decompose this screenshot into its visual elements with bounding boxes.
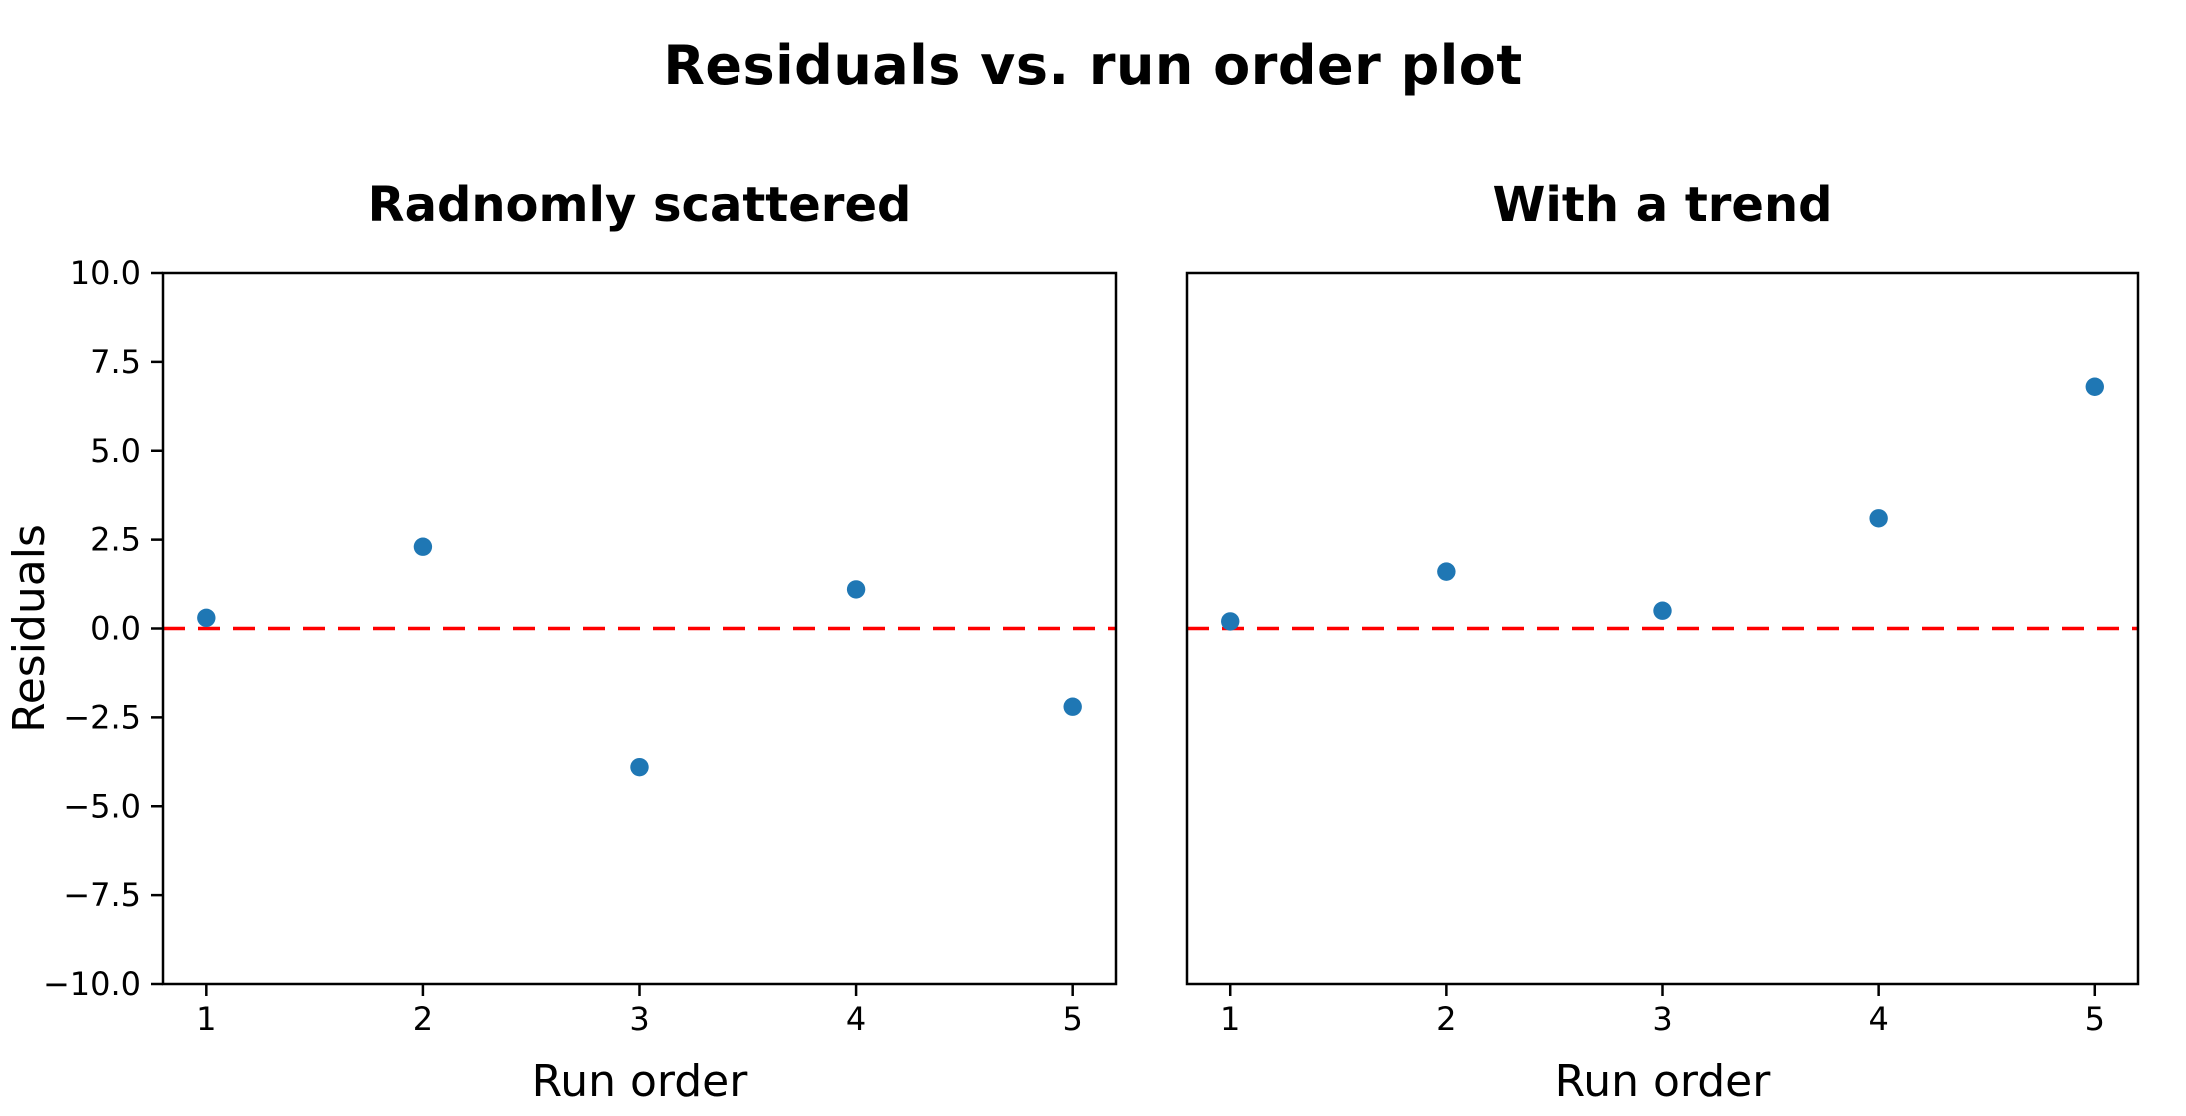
x-tick-label: 2 xyxy=(1436,1000,1456,1038)
x-axis-label: Run order xyxy=(1555,1056,1772,1107)
subplot-title: With a trend xyxy=(1492,177,1832,233)
y-axis-label: Residuals xyxy=(4,524,55,733)
x-tick-label: 3 xyxy=(1652,1000,1672,1038)
axes-box xyxy=(1185,271,2140,986)
y-tick-label: 0.0 xyxy=(90,610,141,648)
x-tick-label: 1 xyxy=(196,1000,216,1038)
y-tick-label: 2.5 xyxy=(90,521,141,559)
data-point xyxy=(1063,697,1082,716)
data-point xyxy=(630,757,649,777)
x-tick-label: 4 xyxy=(1868,1000,1888,1038)
y-tick-label: 7.5 xyxy=(90,343,141,381)
x-tick-label: 2 xyxy=(413,1000,433,1038)
y-tick-label: −5.0 xyxy=(63,787,141,825)
x-axis-label: Run order xyxy=(532,1056,749,1107)
data-point xyxy=(413,537,433,556)
data-point xyxy=(1653,601,1672,620)
data-point xyxy=(2085,377,2104,396)
axes-box xyxy=(161,271,1118,986)
data-point xyxy=(197,608,216,628)
y-tick-label: −7.5 xyxy=(63,876,141,914)
subplot-with-a-trend: With a trend 1 2 3 4 5 Run order xyxy=(1185,177,2140,1107)
x-tick-label: 3 xyxy=(629,1000,649,1038)
y-tick-label: 10.0 xyxy=(70,254,141,292)
data-point xyxy=(846,580,866,599)
x-tick-label: 5 xyxy=(2085,1000,2105,1038)
data-point xyxy=(1869,509,1888,528)
subplot-randomly-scattered: Radnomly scattered 1 2 3 4 5 −10.0 −7.5 −5.0 −2.5… xyxy=(4,177,1118,1107)
x-tick-label: 1 xyxy=(1220,1000,1240,1038)
x-tick-label: 5 xyxy=(1063,1000,1083,1038)
y-tick-label: −10.0 xyxy=(43,965,141,1003)
y-tick-label: 5.0 xyxy=(90,432,141,470)
y-tick-label: −2.5 xyxy=(63,698,141,736)
figure-title: Residuals vs. run order plot xyxy=(663,34,1523,97)
data-point xyxy=(1221,612,1240,631)
data-point xyxy=(1437,562,1456,581)
subplot-title: Radnomly scattered xyxy=(368,177,912,233)
x-tick-label: 4 xyxy=(846,1000,866,1038)
